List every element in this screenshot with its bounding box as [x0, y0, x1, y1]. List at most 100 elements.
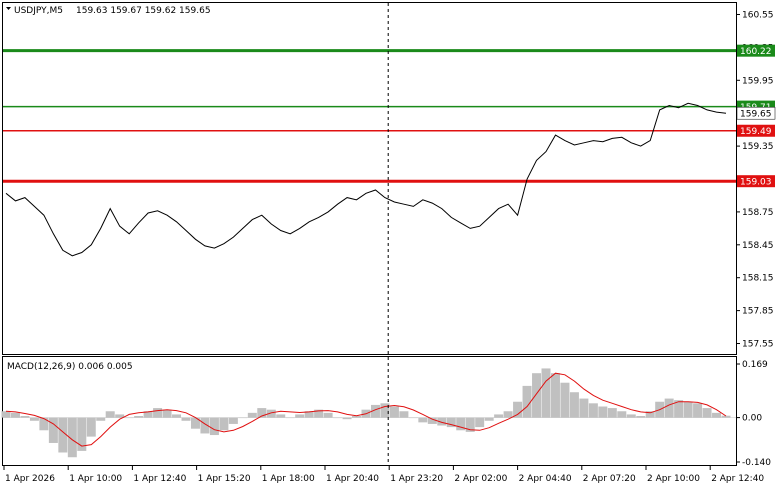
macd-bar	[219, 417, 229, 431]
macd-bar	[370, 404, 380, 418]
macd-bar	[475, 417, 485, 428]
macd-bar	[702, 408, 712, 418]
macd-bar	[503, 411, 513, 418]
time-axis-label: 2 Apr 12:40	[711, 474, 764, 484]
price-axis-label: 157.85	[742, 307, 774, 317]
level-label: 160.22	[740, 47, 772, 57]
macd-bar	[484, 417, 494, 421]
macd-bar	[247, 412, 257, 418]
macd-bar	[389, 406, 399, 418]
macd-bar	[181, 417, 191, 421]
level-badge	[737, 44, 775, 57]
macd-bar	[172, 414, 182, 418]
level-label: 159.03	[740, 178, 772, 188]
macd-bar	[588, 403, 598, 418]
macd-bar	[522, 385, 532, 418]
time-axis-label: 1 Apr 18:00	[262, 474, 315, 484]
macd-bar	[683, 401, 693, 418]
macd-bar	[266, 409, 276, 418]
price-axis-label: 157.55	[742, 340, 774, 350]
time-axis-label: 1 Apr 20:40	[326, 474, 379, 484]
ohlc-readout: 159.63 159.67 159.62 159.65	[76, 6, 211, 16]
symbol-title: USDJPY,M5	[14, 6, 63, 16]
macd-axis-label: -0.140	[742, 458, 771, 468]
macd-axis: 0.169 0.00 -0.140	[736, 360, 771, 468]
symbol-dropdown-icon[interactable]	[6, 7, 11, 10]
macd-signal	[5, 372, 727, 447]
macd-bar	[200, 417, 210, 434]
macd-bar	[39, 417, 49, 431]
macd-bar	[143, 411, 153, 418]
macd-bar	[105, 411, 115, 418]
macd-bar	[228, 417, 238, 424]
price-axis-label: 160.55	[742, 10, 774, 20]
macd-bar	[77, 417, 87, 451]
price-levels	[3, 49, 736, 183]
macd-bar	[674, 400, 684, 418]
macd-bar	[257, 408, 267, 418]
macd-bar	[645, 411, 655, 418]
macd-bar	[342, 417, 352, 420]
macd-signal-line	[5, 372, 727, 447]
time-axis-label: 2 Apr 10:00	[647, 474, 700, 484]
macd-bar	[96, 417, 106, 421]
macd-bar	[20, 416, 30, 418]
macd-bar	[115, 414, 125, 418]
price-axis-label: 159.35	[742, 142, 774, 152]
current-price-label: 159.65	[740, 110, 772, 120]
macd-bar	[29, 417, 39, 421]
macd-bar	[693, 403, 703, 418]
macd-bar	[579, 398, 589, 418]
level-label: 159.49	[740, 127, 772, 137]
macd-bar	[664, 398, 674, 418]
macd-bar	[418, 417, 428, 423]
time-axis-label: 1 Apr 23:20	[390, 474, 443, 484]
macd-bar	[465, 417, 475, 432]
macd-bar	[427, 417, 437, 424]
macd-bar	[58, 417, 68, 453]
macd-bar	[352, 416, 362, 418]
macd-bar	[607, 408, 617, 418]
macd-axis-label: 0.00	[742, 414, 762, 424]
price-axis-label: 159.95	[742, 76, 774, 86]
time-axis-label: 1 Apr 10:00	[69, 474, 122, 484]
price-axis-label: 158.75	[742, 208, 774, 218]
macd-bar	[10, 412, 20, 418]
macd-bar	[304, 411, 314, 418]
macd-bar	[456, 417, 466, 431]
macd-bar	[550, 373, 560, 418]
time-axis-label: 1 Apr 12:40	[133, 474, 186, 484]
level-badge	[737, 175, 775, 188]
macd-bar	[446, 417, 456, 428]
macd-panel-frame	[2, 356, 737, 466]
time-axis-label: 2 Apr 02:00	[454, 474, 507, 484]
macd-histogram	[1, 368, 736, 458]
current-price-badge	[736, 106, 776, 120]
macd-bar	[48, 417, 58, 443]
macd-axis-label: 0.169	[742, 360, 768, 370]
macd-bar	[134, 416, 144, 418]
macd-bar	[86, 417, 96, 437]
macd-bar	[541, 368, 551, 418]
time-axis-label: 2 Apr 07:20	[583, 474, 636, 484]
macd-bar	[721, 415, 731, 418]
macd-bar	[295, 414, 305, 418]
macd-bar	[399, 411, 409, 418]
macd-bar	[190, 417, 200, 429]
macd-bar	[617, 411, 627, 418]
time-axis-label: 2 Apr 04:40	[519, 474, 572, 484]
macd-bar	[494, 414, 504, 418]
macd-bar	[560, 382, 570, 418]
level-badge	[737, 124, 775, 137]
time-axis-label: 1 Apr 15:20	[198, 474, 251, 484]
macd-bar	[1, 411, 11, 418]
macd-bar	[209, 417, 219, 436]
macd-bar	[712, 412, 722, 418]
price-series	[5, 102, 727, 257]
macd-bar	[437, 417, 447, 426]
macd-bar	[276, 414, 286, 418]
macd-bar	[153, 408, 163, 418]
macd-bar	[513, 401, 523, 418]
